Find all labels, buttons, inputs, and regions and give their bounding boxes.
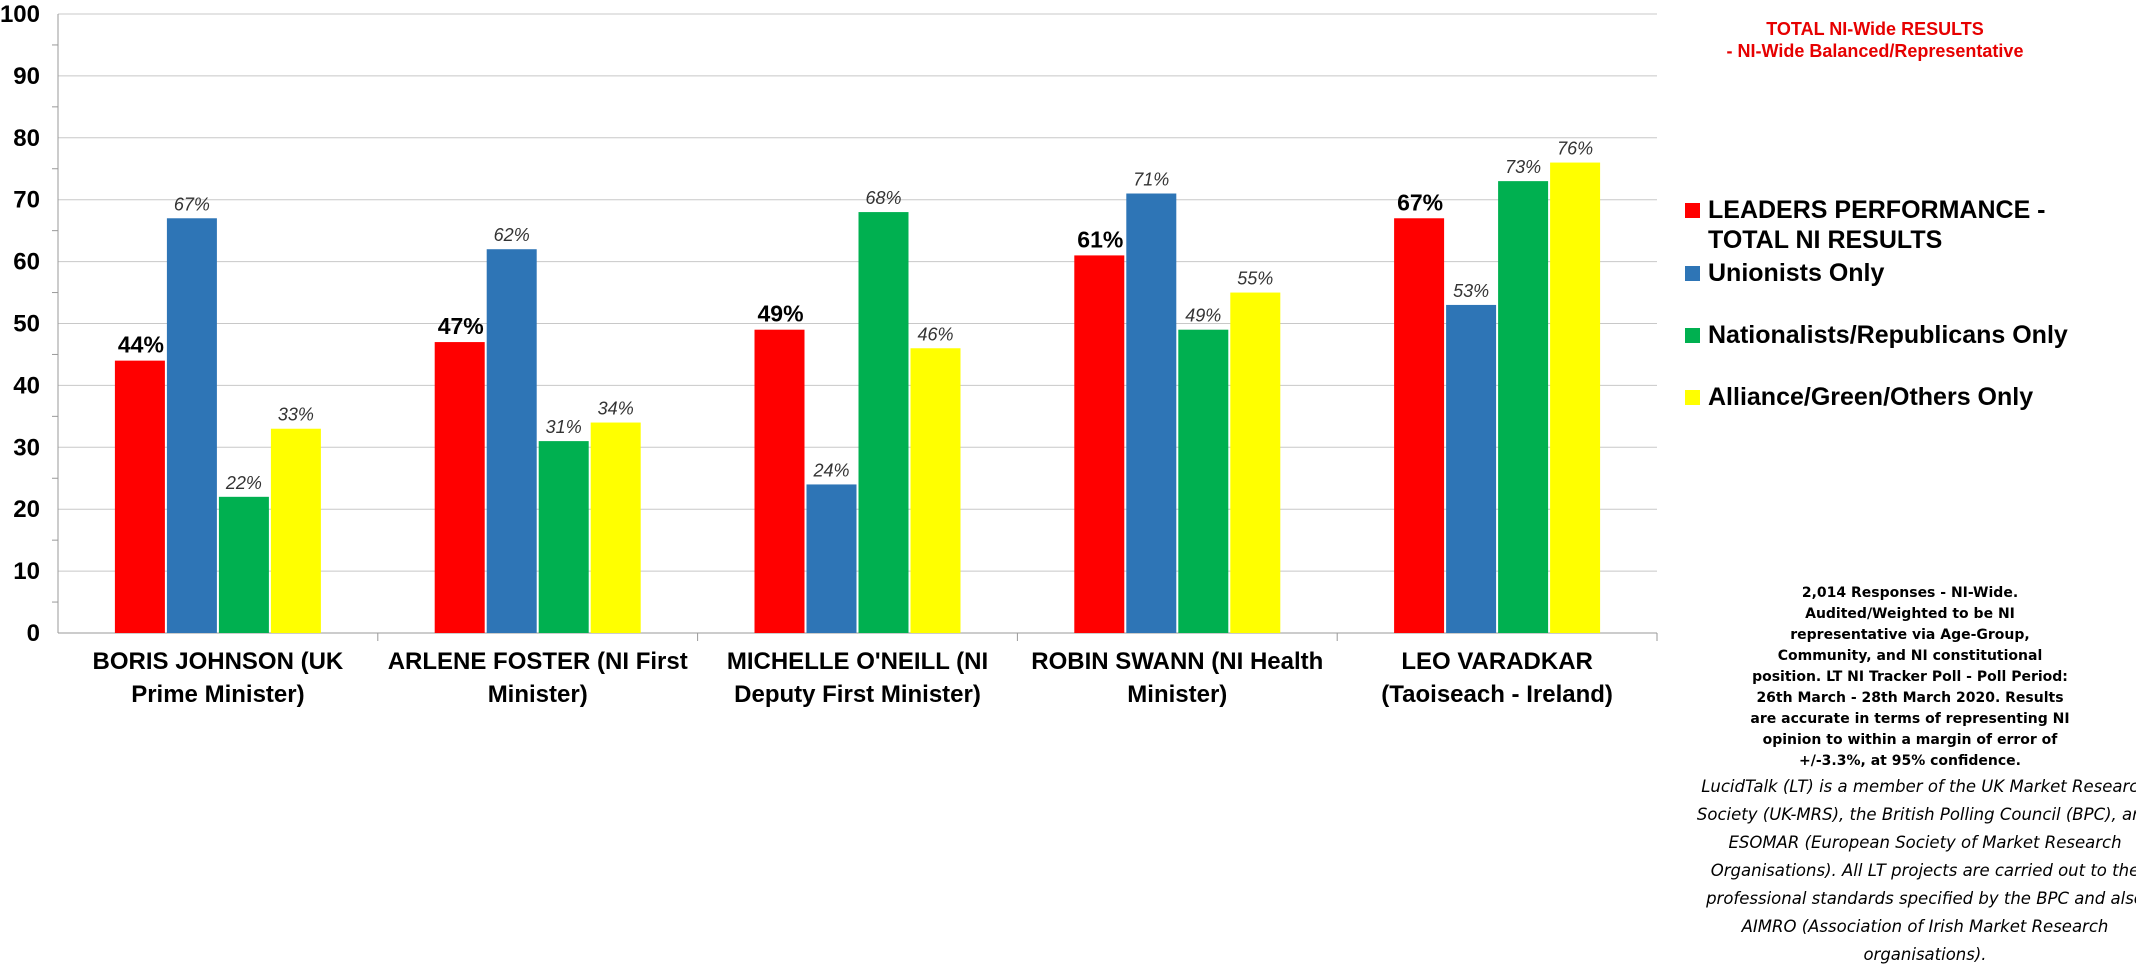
data-label-nationalists: 31% bbox=[546, 417, 582, 437]
bar-alliance bbox=[1550, 162, 1601, 633]
x-category-label: ARLENE FOSTER (NI First bbox=[388, 648, 688, 675]
data-label-total: 44% bbox=[118, 332, 164, 358]
x-category-label: Prime Minister) bbox=[131, 681, 304, 708]
bar-nationalists bbox=[1498, 181, 1549, 633]
legend-swatch-unionists bbox=[1685, 266, 1700, 281]
bar-total bbox=[1394, 218, 1445, 633]
bar-unionists bbox=[486, 249, 537, 633]
methodology-note: 2,014 Responses - NI-Wide. Audited/Weigh… bbox=[1750, 585, 2070, 769]
bar-unionists bbox=[1446, 304, 1497, 633]
y-tick-label: 0 bbox=[27, 620, 40, 647]
data-label-nationalists: 73% bbox=[1505, 157, 1541, 177]
chart-subtitle: - NI-Wide Balanced/Representative bbox=[1726, 41, 2024, 61]
y-tick-label: 40 bbox=[13, 372, 40, 399]
legend-item-nationalists: Nationalists/Republicans Only bbox=[1685, 320, 2125, 350]
data-label-alliance: 46% bbox=[917, 324, 953, 344]
y-tick-label: 10 bbox=[13, 558, 40, 585]
bar-total bbox=[434, 342, 485, 633]
chart-title: TOTAL NI-Wide RESULTS bbox=[1766, 19, 1984, 39]
about-note: LucidTalk (LT) is a member of the UK Mar… bbox=[1696, 777, 2136, 964]
data-label-unionists: 71% bbox=[1133, 170, 1169, 190]
bar-nationalists bbox=[218, 496, 269, 633]
data-label-alliance: 76% bbox=[1557, 139, 1593, 159]
y-tick-label: 70 bbox=[13, 187, 40, 214]
legend-item-alliance: Alliance/Green/Others Only bbox=[1685, 382, 2125, 412]
data-label-unionists: 67% bbox=[174, 194, 210, 214]
data-label-unionists: 62% bbox=[494, 225, 530, 245]
data-label-unionists: 24% bbox=[812, 460, 849, 480]
bar-nationalists bbox=[858, 212, 909, 633]
y-tick-label: 30 bbox=[13, 434, 40, 461]
x-category-label: LEO VARADKAR bbox=[1401, 648, 1593, 675]
data-label-nationalists: 68% bbox=[865, 188, 901, 208]
bar-alliance bbox=[590, 422, 641, 633]
chart-title-panel: TOTAL NI-Wide RESULTS - NI-Wide Balanced… bbox=[1665, 18, 2085, 62]
x-category-label: Minister) bbox=[1127, 681, 1227, 708]
data-label-total: 67% bbox=[1397, 189, 1443, 215]
bar-chart: 0 10 20 30 40 50 60 70 80 90 100 44% 67% 22% 33% BORIS … bbox=[0, 1, 1658, 708]
y-tick-label: 90 bbox=[13, 63, 40, 90]
bar-unionists bbox=[806, 484, 857, 633]
bar-total bbox=[754, 329, 805, 633]
y-tick-label: 80 bbox=[13, 125, 40, 152]
legend-swatch-alliance bbox=[1685, 390, 1700, 405]
data-label-total: 47% bbox=[438, 313, 484, 339]
data-label-nationalists: 49% bbox=[1185, 306, 1221, 326]
legend-label-total: LEADERS PERFORMANCE - TOTAL NI RESULTS bbox=[1708, 196, 2046, 254]
x-category-label: ROBIN SWANN (NI Health bbox=[1031, 648, 1323, 675]
bar-unionists bbox=[166, 218, 217, 633]
legend-item-unionists: Unionists Only bbox=[1685, 258, 2125, 288]
bar-total bbox=[114, 360, 165, 633]
data-label-alliance: 55% bbox=[1237, 269, 1273, 289]
legend-label-nationalists: Nationalists/Republicans Only bbox=[1708, 321, 2068, 349]
x-category-label: MICHELLE O'NEILL (NI bbox=[727, 648, 988, 675]
legend-swatch-nationalists bbox=[1685, 328, 1700, 343]
y-tick-label: 50 bbox=[13, 311, 40, 338]
bar-alliance bbox=[910, 348, 961, 633]
data-label-total: 49% bbox=[758, 301, 804, 327]
x-category-label: (Taoiseach - Ireland) bbox=[1381, 681, 1613, 708]
data-label-alliance: 33% bbox=[278, 405, 314, 425]
data-label-nationalists: 22% bbox=[225, 473, 262, 493]
x-category-label: Deputy First Minister) bbox=[734, 681, 981, 708]
data-label-alliance: 34% bbox=[598, 399, 634, 419]
data-label-unionists: 53% bbox=[1453, 281, 1489, 301]
x-category-label: Minister) bbox=[488, 681, 588, 708]
bar-nationalists bbox=[538, 441, 589, 633]
legend-label-unionists: Unionists Only bbox=[1708, 259, 1885, 287]
y-tick-label: 100 bbox=[0, 1, 40, 28]
legend: LEADERS PERFORMANCE - TOTAL NI RESULTS U… bbox=[1685, 195, 2125, 412]
y-tick-label: 60 bbox=[13, 249, 40, 276]
bar-unionists bbox=[1126, 193, 1177, 633]
bar-total bbox=[1074, 255, 1125, 633]
legend-item-total: LEADERS PERFORMANCE - TOTAL NI RESULTS bbox=[1685, 195, 2125, 255]
bar-nationalists bbox=[1178, 329, 1229, 633]
bar-alliance bbox=[1230, 292, 1281, 633]
data-label-total: 61% bbox=[1077, 226, 1123, 252]
x-category-label: BORIS JOHNSON (UK bbox=[93, 648, 344, 675]
bar-alliance bbox=[270, 428, 321, 633]
legend-label-alliance: Alliance/Green/Others Only bbox=[1708, 383, 2034, 411]
y-tick-label: 20 bbox=[13, 496, 40, 523]
legend-swatch-total bbox=[1685, 203, 1700, 218]
